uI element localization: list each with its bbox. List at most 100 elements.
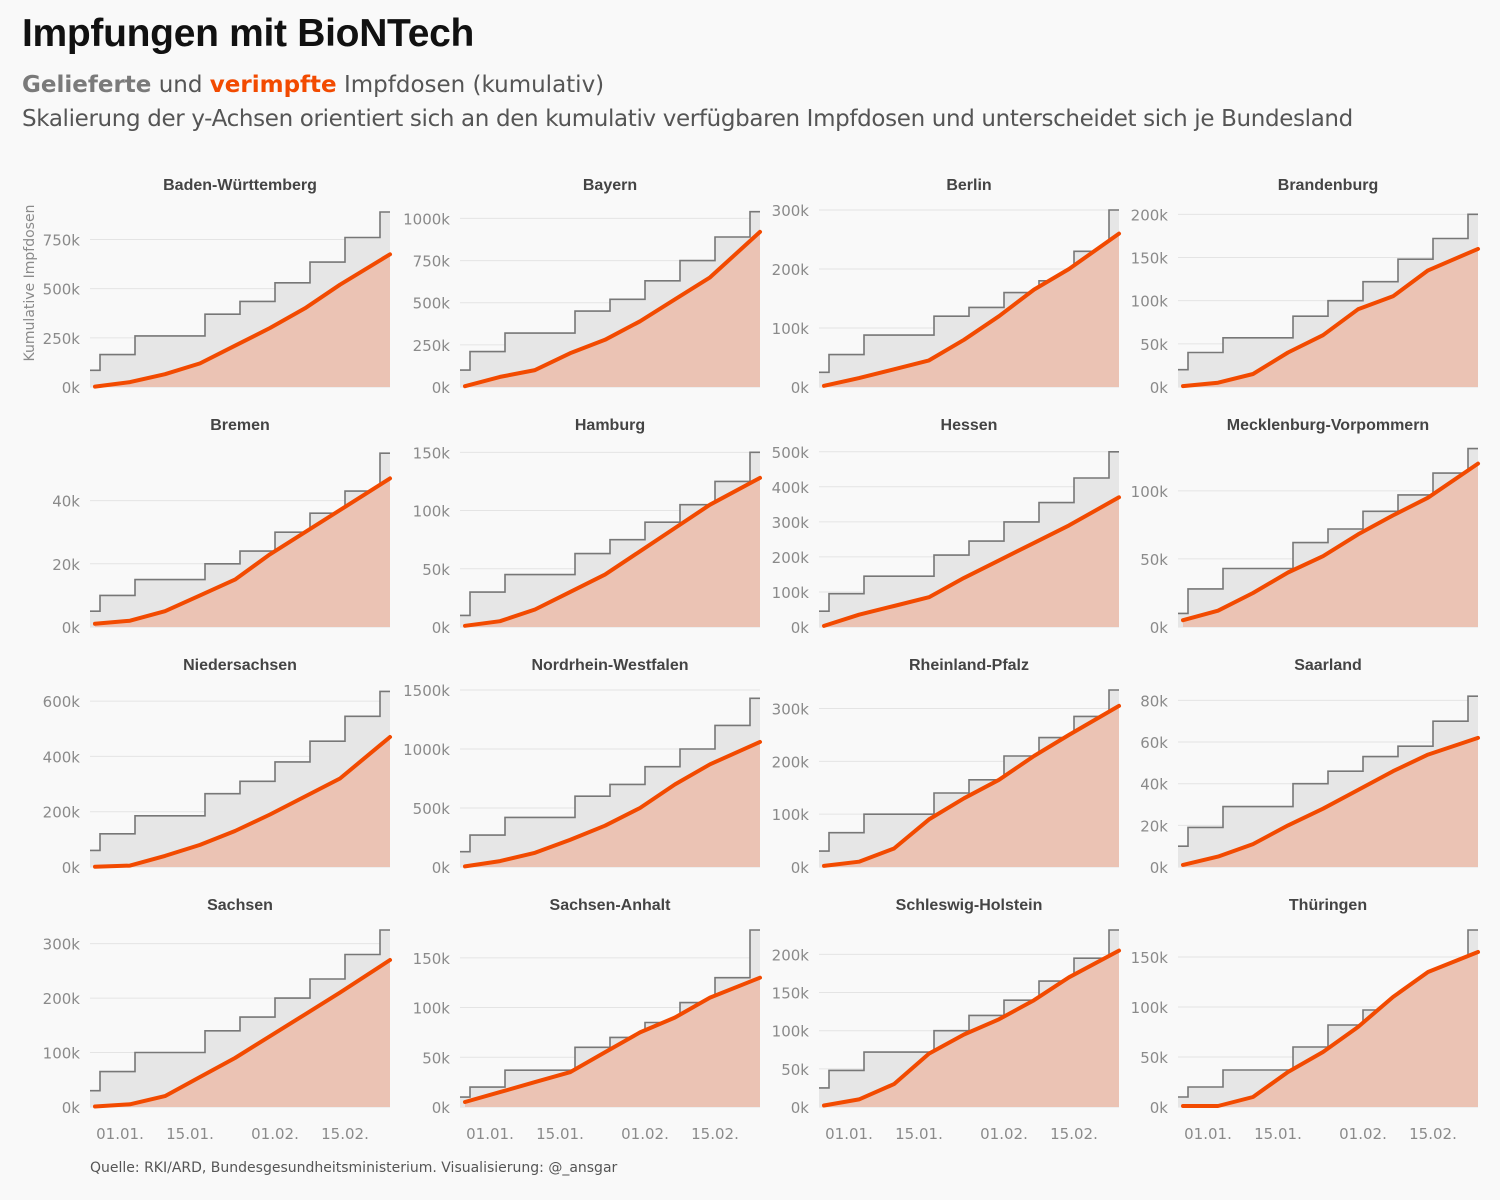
y-tick-label: 50k xyxy=(422,561,450,579)
panel-title: Nordrhein-Westfalen xyxy=(531,657,688,674)
y-tick-label: 0k xyxy=(432,619,451,637)
y-tick-label: 40k xyxy=(52,493,80,511)
y-tick-label: 50k xyxy=(422,1049,450,1067)
vaccinated-area xyxy=(824,705,1119,867)
chart-subtitle: Gelieferte und verimpfte Impfdosen (kumu… xyxy=(22,72,604,98)
y-tick-label: 0k xyxy=(62,1099,81,1117)
y-tick-label: 250k xyxy=(413,337,451,355)
panel-title: Bayern xyxy=(583,177,637,194)
delivered-line xyxy=(819,929,1119,1089)
y-tick-label: 500k xyxy=(772,444,810,462)
y-tick-label: 500k xyxy=(413,800,451,818)
x-tick-label: 01.01. xyxy=(1184,1125,1232,1143)
vaccinated-area xyxy=(465,977,760,1107)
y-tick-label: 200k xyxy=(772,549,810,567)
legend-delivered: Gelieferte xyxy=(22,72,152,98)
y-tick-label: 0k xyxy=(62,859,81,877)
delivered-line xyxy=(819,689,1119,852)
y-tick-label: 400k xyxy=(43,748,81,766)
y-tick-label: 300k xyxy=(772,700,810,718)
x-tick-label: 01.02. xyxy=(251,1125,299,1143)
panel-title: Baden-Württemberg xyxy=(163,177,317,194)
y-tick-label: 500k xyxy=(43,281,81,299)
y-tick-label: 0k xyxy=(1150,1099,1169,1117)
y-tick-label: 0k xyxy=(432,859,451,877)
y-tick-label: 50k xyxy=(1140,551,1168,569)
vaccinated-area xyxy=(95,737,390,867)
y-tick-label: 80k xyxy=(1140,692,1168,710)
panel-title: Schleswig-Holstein xyxy=(896,897,1043,914)
vaccinated-line xyxy=(463,975,762,1104)
x-tick-label: 15.01. xyxy=(536,1125,584,1143)
delivered-line xyxy=(460,697,760,853)
vaccinated-area xyxy=(465,231,760,387)
y-tick-label: 100k xyxy=(1131,293,1169,311)
vaccinated-line xyxy=(822,703,1121,868)
delivered-line xyxy=(1178,695,1478,847)
y-axis-label: Kumulative Impfdosen xyxy=(22,205,38,362)
delivered-line xyxy=(90,211,390,372)
y-tick-label: 0k xyxy=(432,1099,451,1117)
y-tick-label: 150k xyxy=(772,985,810,1003)
panel-title: Mecklenburg-Vorpommern xyxy=(1227,417,1429,434)
legend-and: und xyxy=(158,72,203,98)
vaccinated-line xyxy=(822,495,1121,628)
y-tick-label: 0k xyxy=(1150,379,1169,397)
x-tick-label: 01.02. xyxy=(980,1125,1028,1143)
y-tick-label: 1500k xyxy=(403,682,450,700)
y-tick-label: 60k xyxy=(1140,734,1168,752)
panel-title: Sachsen-Anhalt xyxy=(550,897,672,914)
y-tick-label: 100k xyxy=(1131,999,1169,1017)
vaccinated-area xyxy=(95,254,390,387)
vaccinated-area xyxy=(95,478,390,627)
source-caption: Quelle: RKI/ARD, Bundesgesundheitsminist… xyxy=(90,1160,618,1176)
vaccinated-area xyxy=(824,950,1119,1107)
y-tick-label: 750k xyxy=(43,232,81,250)
x-tick-label: 15.02. xyxy=(1409,1125,1457,1143)
y-tick-label: 250k xyxy=(43,330,81,348)
x-tick-label: 01.01. xyxy=(96,1125,144,1143)
delivered-line xyxy=(460,451,760,617)
y-tick-label: 20k xyxy=(52,556,80,574)
y-tick-label: 200k xyxy=(43,804,81,822)
y-tick-label: 150k xyxy=(413,950,451,968)
panel-title: Hamburg xyxy=(575,417,645,434)
panel-title: Niedersachsen xyxy=(183,657,297,674)
y-tick-label: 0k xyxy=(791,619,810,637)
delivered-line xyxy=(819,209,1119,374)
vaccinated-line xyxy=(93,735,392,869)
panel-title: Sachsen xyxy=(207,897,273,914)
vaccinated-area xyxy=(1183,463,1478,627)
vaccinated-line xyxy=(93,958,392,1109)
y-tick-label: 50k xyxy=(1140,1049,1168,1067)
vaccinated-line xyxy=(1181,950,1480,1108)
y-tick-label: 150k xyxy=(1131,249,1169,267)
y-tick-label: 0k xyxy=(791,859,810,877)
chart-title: Impfungen mit BioNTech xyxy=(22,12,474,55)
panel-title: Hessen xyxy=(941,417,998,434)
delivered-line xyxy=(460,210,760,371)
x-tick-label: 01.02. xyxy=(621,1125,669,1143)
y-tick-label: 0k xyxy=(62,619,81,637)
y-tick-label: 0k xyxy=(1150,859,1169,877)
y-tick-label: 1000k xyxy=(403,741,450,759)
vaccinated-line xyxy=(1181,246,1480,389)
y-tick-label: 150k xyxy=(1131,949,1169,967)
y-tick-label: 300k xyxy=(43,936,81,954)
delivered-line xyxy=(90,452,390,612)
vaccinated-line xyxy=(463,475,762,628)
vaccinated-area xyxy=(95,960,390,1107)
x-tick-label: 15.02. xyxy=(321,1125,369,1143)
delivered-line xyxy=(819,451,1119,612)
vaccinated-line xyxy=(463,229,762,389)
y-tick-label: 100k xyxy=(772,1023,810,1041)
y-tick-label: 1000k xyxy=(403,210,450,228)
y-tick-label: 100k xyxy=(772,320,810,338)
y-tick-label: 100k xyxy=(413,503,451,521)
x-tick-label: 01.01. xyxy=(466,1125,514,1143)
y-tick-label: 200k xyxy=(772,753,810,771)
vaccinated-area xyxy=(824,233,1119,387)
y-tick-label: 0k xyxy=(791,1099,810,1117)
x-tick-label: 15.01. xyxy=(166,1125,214,1143)
